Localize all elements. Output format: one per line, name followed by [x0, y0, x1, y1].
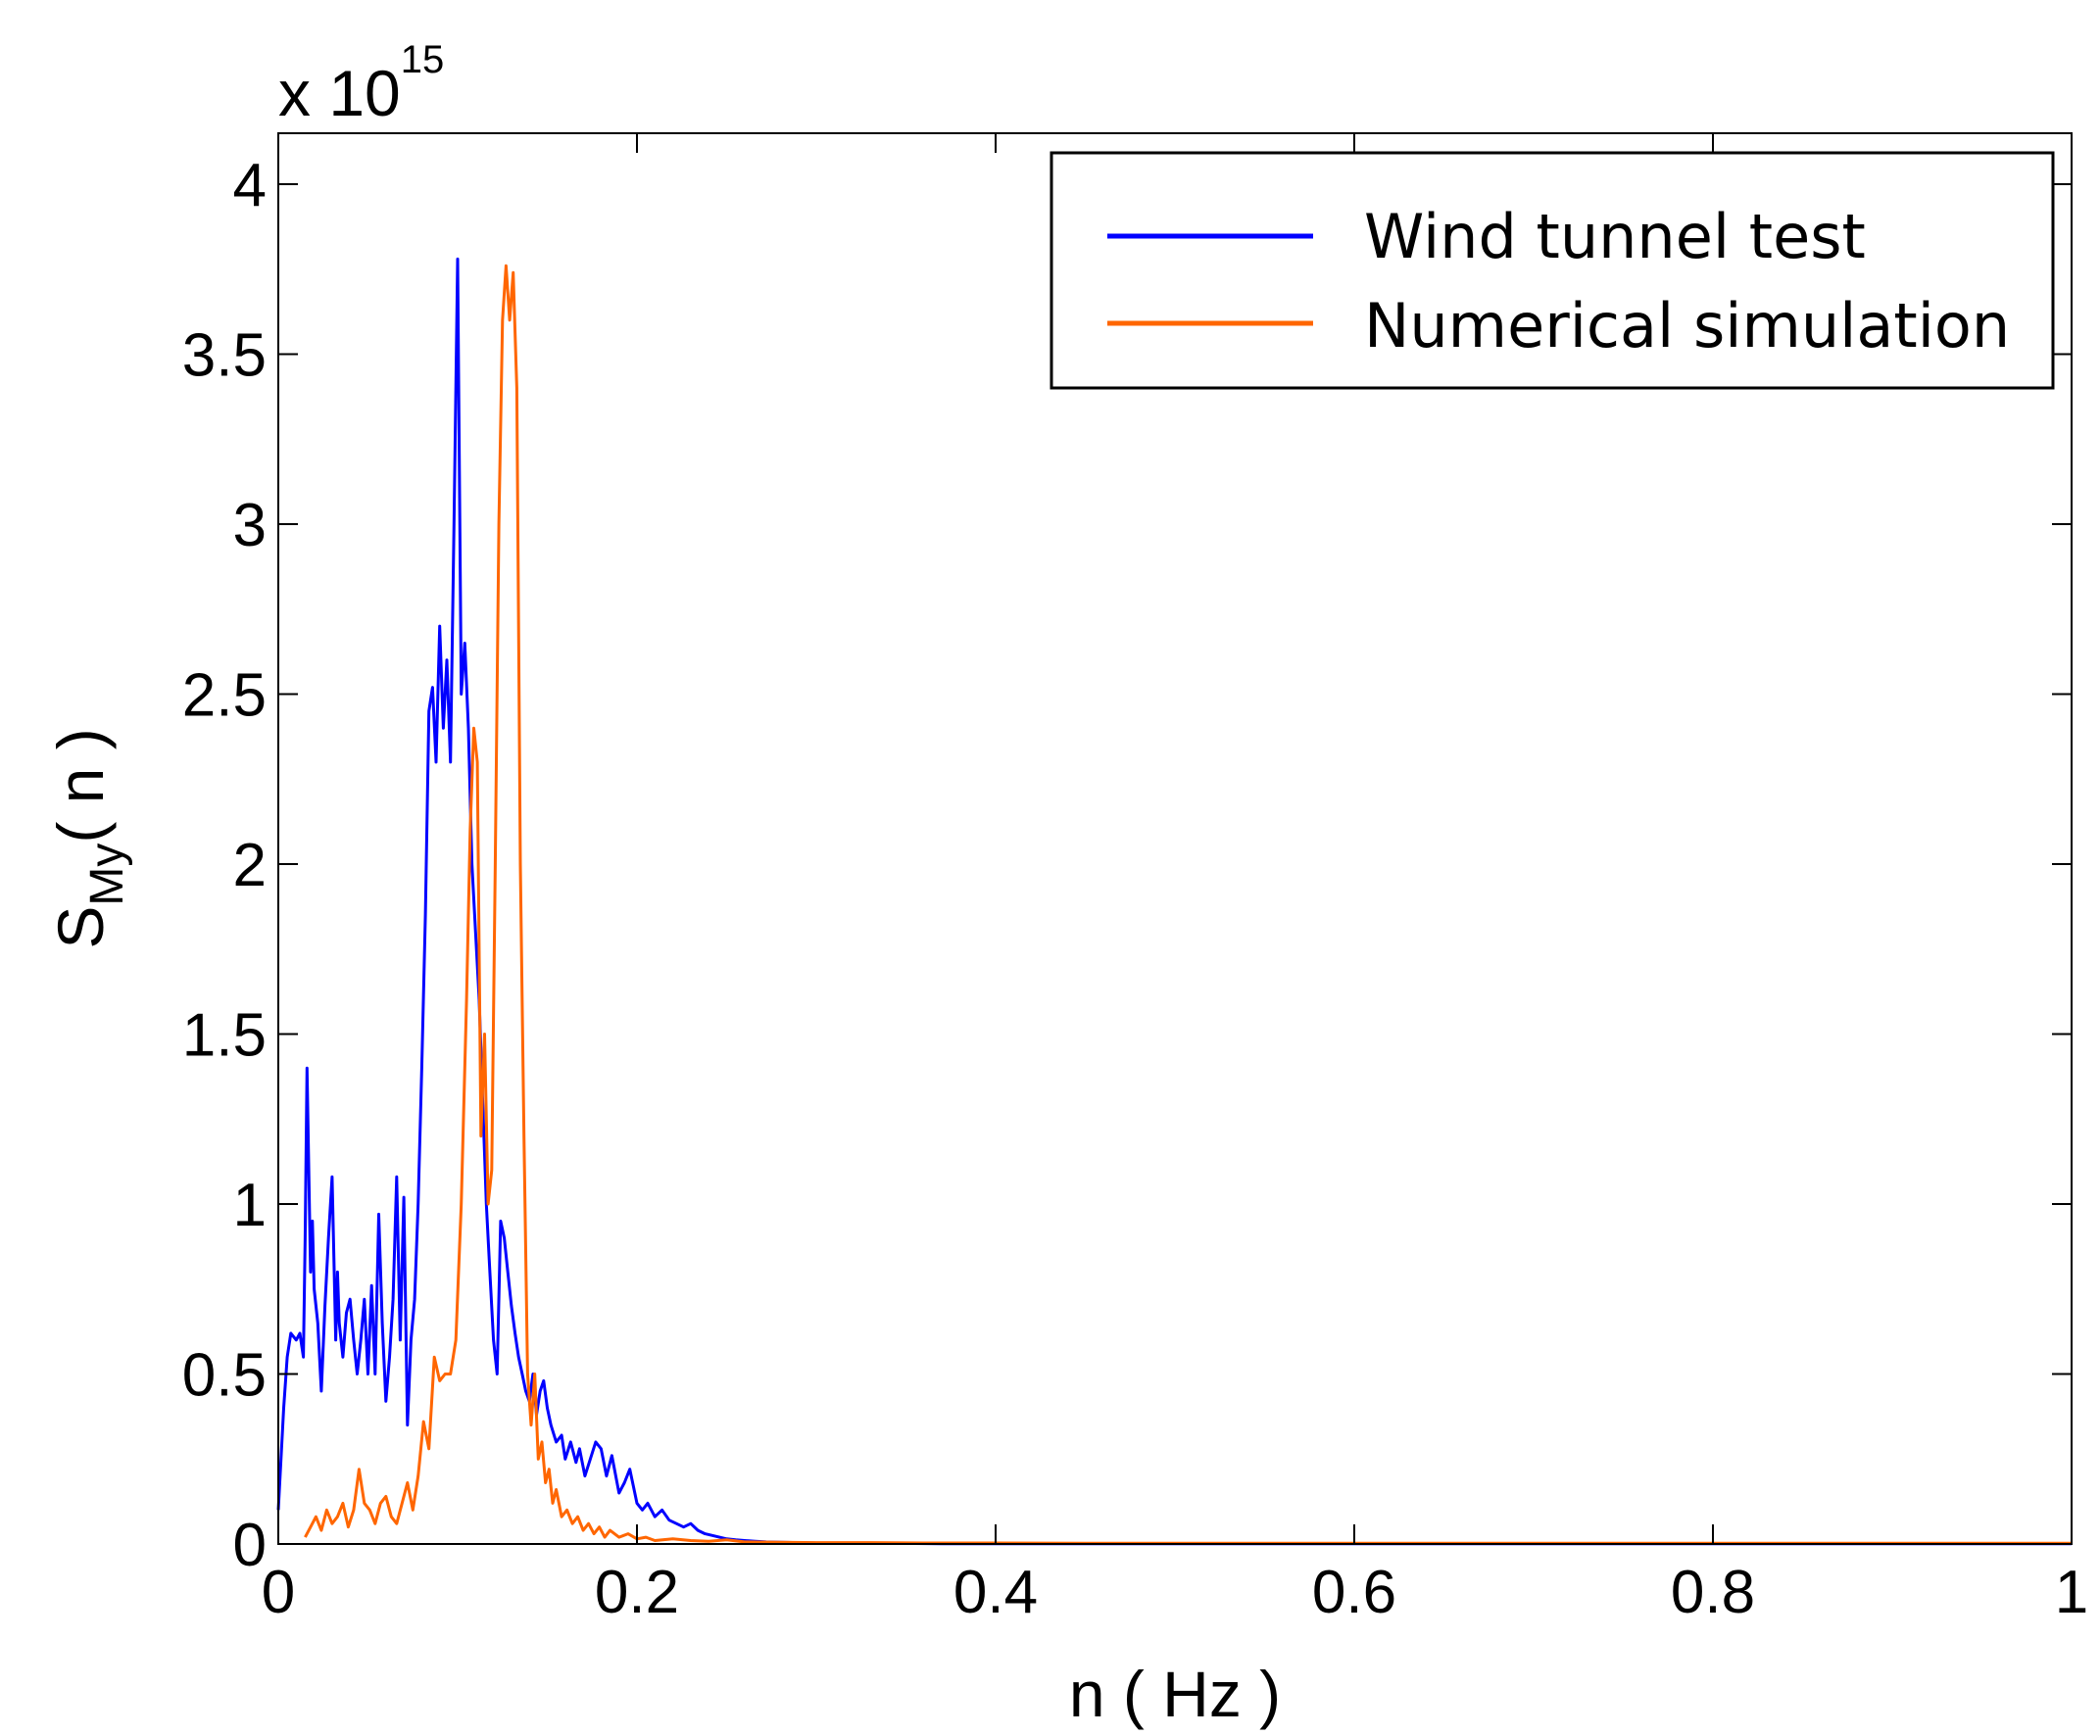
y-tick-label: 2	[233, 832, 267, 899]
legend: Wind tunnel test Numerical simulation	[1050, 151, 2055, 390]
y-tick-label: 1.5	[182, 1002, 267, 1070]
y-multiplier-exponent: 15	[401, 38, 445, 81]
y-tick-label: 2.5	[182, 662, 267, 730]
x-tick-label: 0.6	[1312, 1559, 1396, 1626]
series-line-numerical-simulation	[304, 264, 2072, 1545]
x-tick-label: 0.8	[1671, 1559, 1755, 1626]
x-tick-label: 1	[2055, 1559, 2088, 1626]
x-axis-label: n ( Hz )	[1069, 1658, 1281, 1730]
y-multiplier-base: x 10	[278, 57, 401, 129]
legend-label-numerical: Numerical simulation	[1364, 290, 2010, 362]
y-axis-label-main: S	[44, 906, 117, 949]
x-tick-label: 0.2	[595, 1559, 679, 1626]
y-tick-label: 3	[233, 492, 267, 559]
series-line-wind-tunnel-test	[276, 257, 2072, 1546]
x-tick-label: 0	[262, 1559, 295, 1626]
ticks-layer: 0 0.2 0.4 0.6 0.8 1 0 0.5 1 1.5 2 2.5 3 3.5 4	[182, 133, 2088, 1626]
plot-frame	[277, 132, 2073, 1545]
y-tick-label: 0	[233, 1512, 267, 1579]
legend-box	[1050, 151, 2055, 390]
y-axis-label: SMy( n )	[44, 728, 133, 948]
y-tick-label: 3.5	[182, 322, 267, 390]
legend-label-wind-tunnel: Wind tunnel test	[1364, 201, 1866, 272]
series-layer	[276, 257, 2072, 1546]
y-axis-label-suffix: ( n )	[44, 728, 117, 843]
y-tick-label: 4	[233, 152, 267, 219]
x-tick-label: 0.4	[953, 1559, 1038, 1626]
y-tick-label: 1	[233, 1172, 267, 1239]
y-axis-label-subscript: My	[81, 844, 133, 906]
y-multiplier: x 1015	[278, 38, 444, 129]
y-tick-label: 0.5	[182, 1342, 267, 1410]
